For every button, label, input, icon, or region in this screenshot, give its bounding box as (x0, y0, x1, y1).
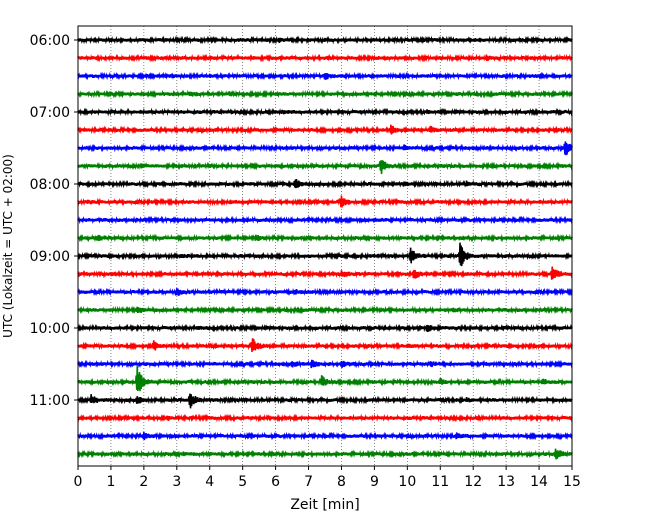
traces (77, 35, 573, 460)
plot-frame (77, 25, 573, 467)
trace-line (77, 266, 573, 280)
x-tick-label: 2 (139, 474, 148, 490)
trace-line (77, 393, 573, 409)
y-tick-label: 06:00 (30, 33, 70, 49)
trace-line (77, 448, 573, 460)
y-tick-label: 10:00 (30, 321, 70, 337)
x-tick-label: 15 (563, 474, 581, 490)
trace-line (77, 178, 573, 189)
x-axis-label: Zeit [min] (290, 497, 359, 513)
x-tick-label: 7 (304, 474, 313, 490)
x-tick-label: 9 (370, 474, 379, 490)
x-tick-label: 4 (205, 474, 214, 490)
trace-line (77, 215, 573, 225)
trace-line (77, 53, 573, 63)
y-tick-label: 08:00 (30, 177, 70, 193)
trace-line (77, 359, 573, 369)
x-tick-label: 5 (238, 474, 247, 490)
x-tick-label: 6 (271, 474, 280, 490)
x-tick-label: 10 (398, 474, 416, 490)
trace-line (77, 89, 573, 99)
y-tick-label: 07:00 (30, 105, 70, 121)
trace-line (77, 323, 573, 333)
trace-line (77, 242, 573, 267)
x-tick-label: 3 (172, 474, 181, 490)
trace-line (77, 431, 573, 441)
trace-line (77, 365, 573, 392)
trace-line (77, 338, 573, 352)
trace-line (77, 195, 573, 208)
trace-line (77, 107, 573, 117)
y-tick-label: 09:00 (30, 249, 70, 265)
x-tick-label: 1 (106, 474, 115, 490)
y-axis: 06:00 07:00 08:00 09:00 10:00 11:00 (30, 33, 78, 409)
y-tick-label: 11:00 (30, 393, 70, 409)
trace-line (77, 305, 573, 315)
trace-line (77, 124, 573, 135)
trace-line (77, 287, 573, 297)
x-axis: 0 1 2 3 4 5 6 7 8 9 10 11 12 13 14 15 (74, 466, 581, 490)
trace-line (77, 233, 573, 243)
trace-line (77, 141, 573, 156)
trace-line (77, 413, 573, 423)
trace-line (77, 71, 573, 81)
x-tick-label: 12 (464, 474, 482, 490)
x-tick-label: 13 (497, 474, 515, 490)
y-axis-label: UTC (Lokalzeit = UTC + 02:00) (1, 154, 15, 338)
trace-line (77, 35, 573, 45)
grid (110, 26, 540, 466)
x-tick-label: 11 (431, 474, 449, 490)
x-tick-label: 8 (337, 474, 346, 490)
x-tick-label: 14 (530, 474, 548, 490)
trace-line (77, 160, 573, 174)
x-tick-label: 0 (74, 474, 83, 490)
